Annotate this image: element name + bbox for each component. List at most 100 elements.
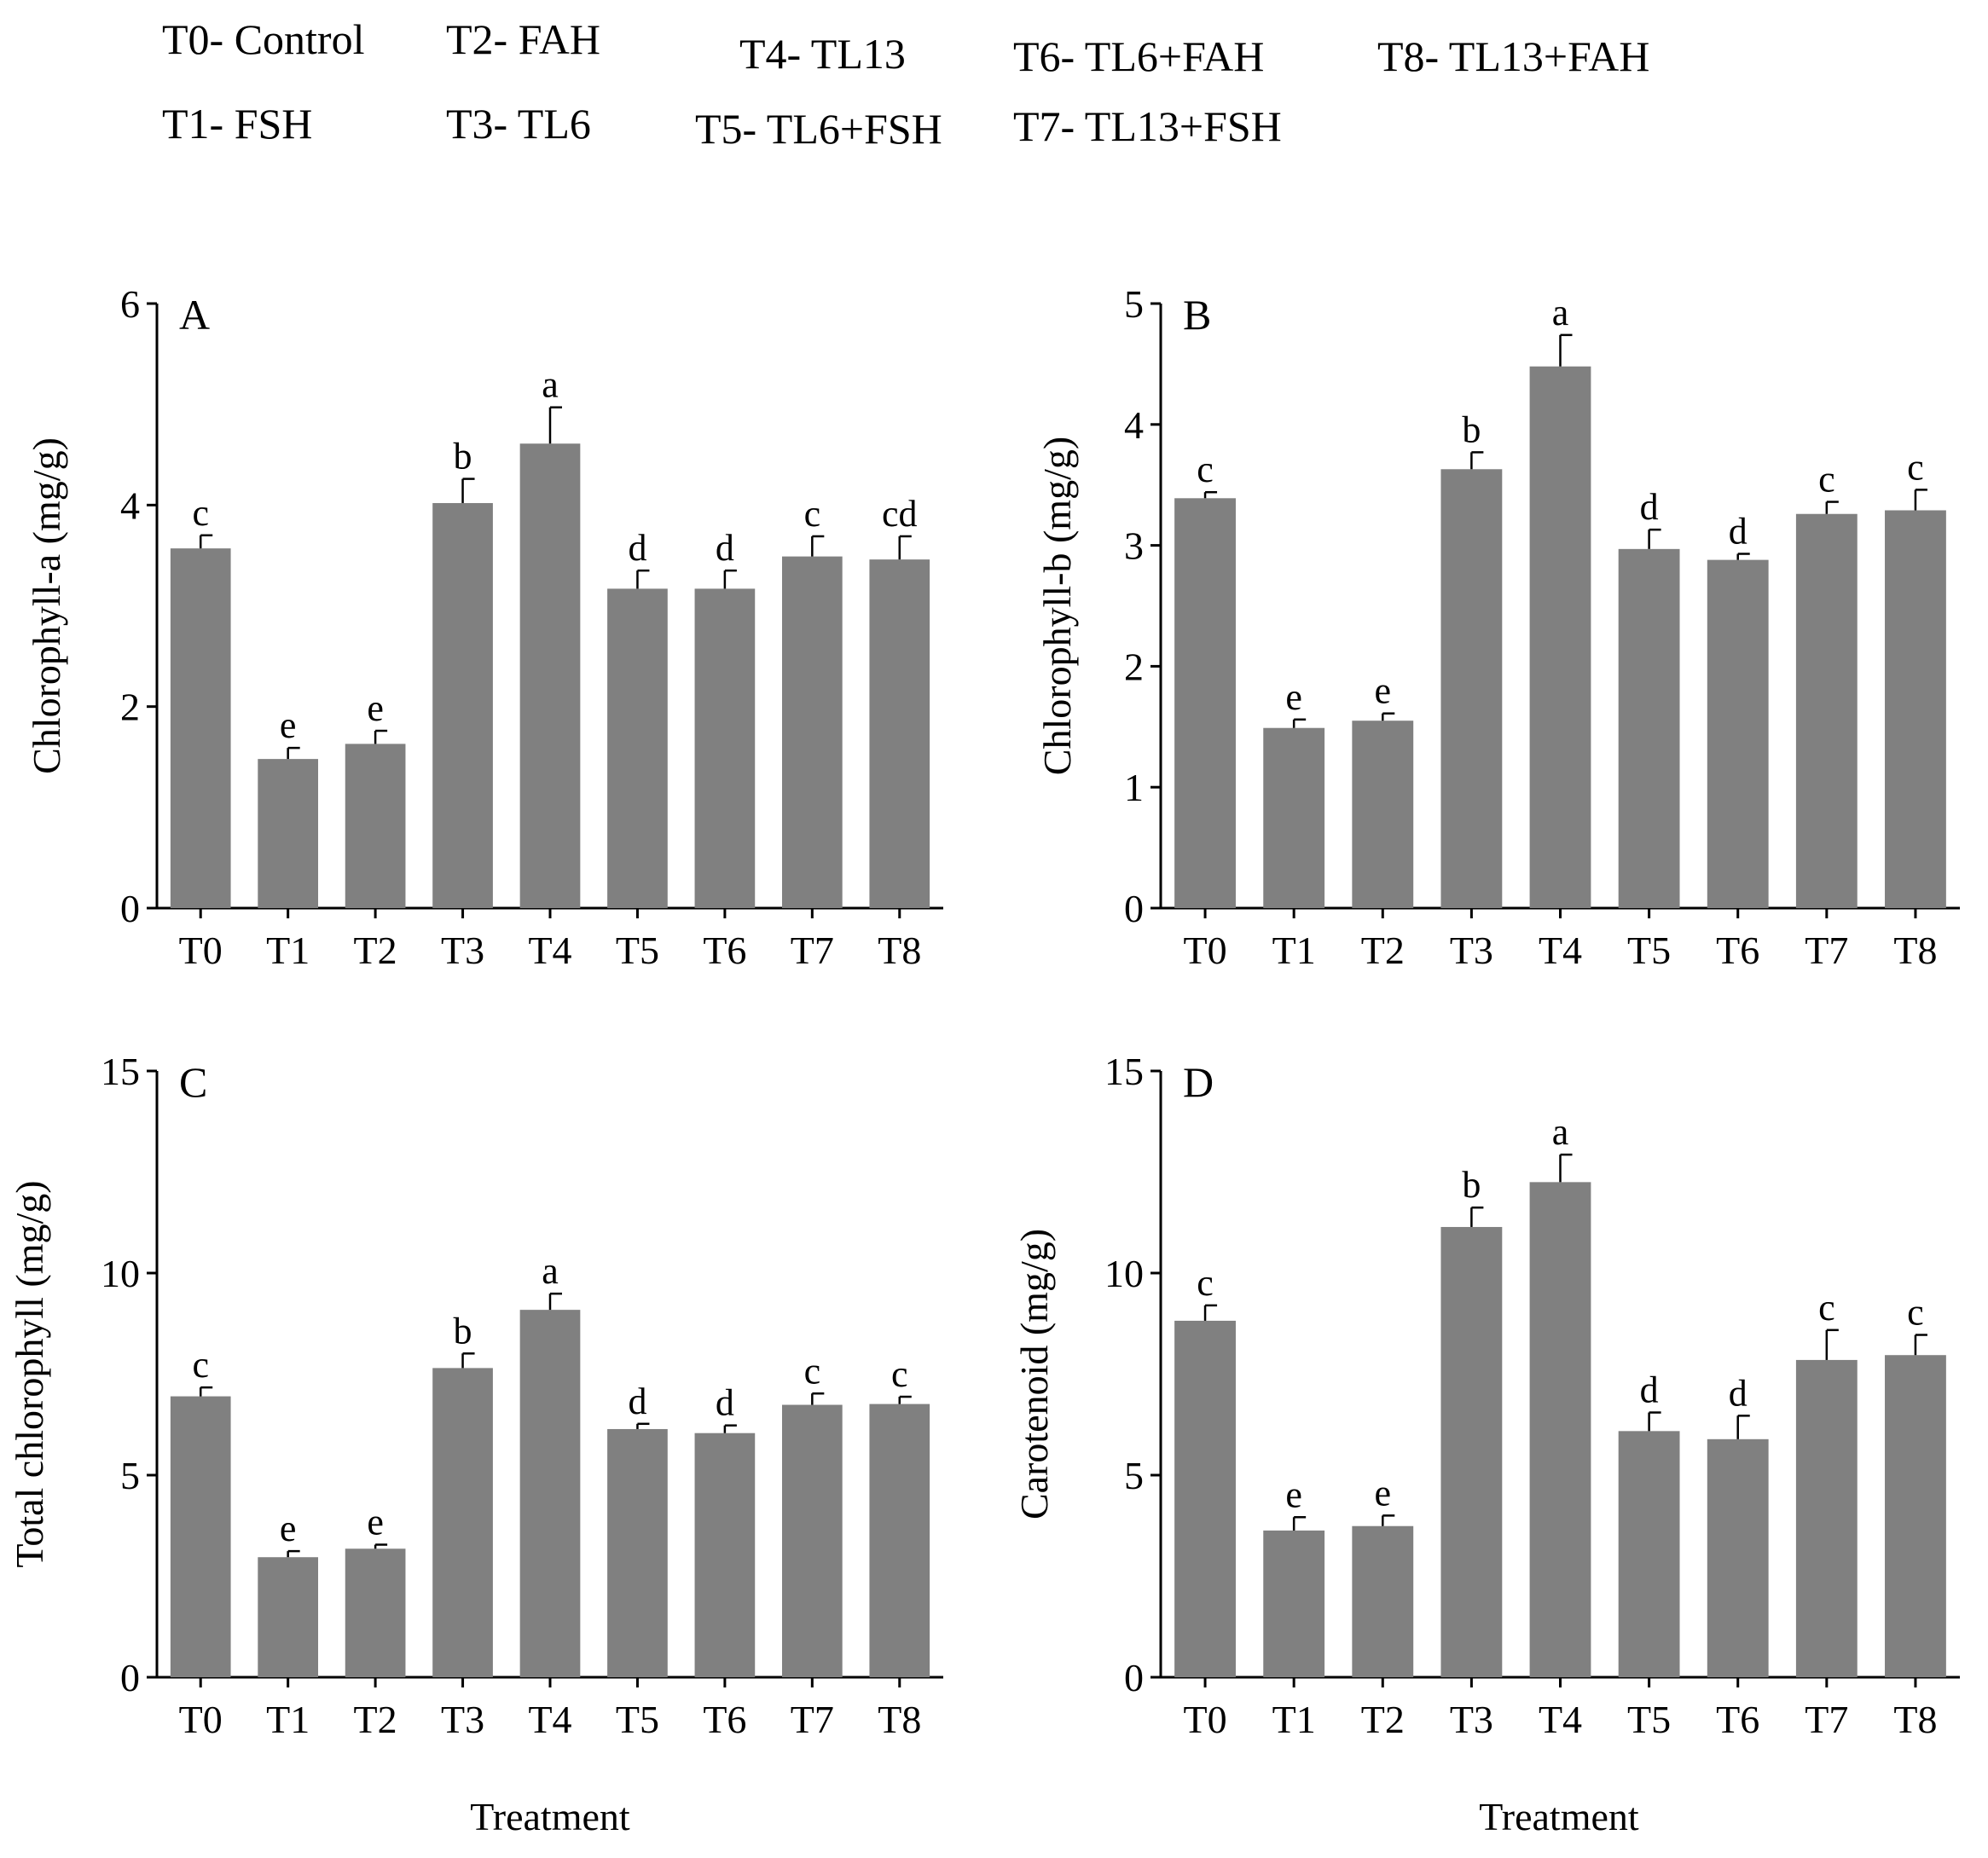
bar-t5 [607,1428,668,1677]
significance-letter: c [192,492,209,534]
treatment-legend: T0- Control T1- FSH T2- FAH T3- TL6 T4- … [162,15,1649,153]
legend-entry-t2: T2- FAH [446,15,600,63]
bar-t8 [869,1404,930,1677]
x-tick-label: T3 [441,929,484,972]
bar-t4 [519,443,581,908]
significance-letter: b [1462,408,1481,450]
bar-t5 [607,588,668,908]
x-tick-label: T0 [1184,1698,1227,1741]
bar-t4 [1529,1182,1591,1677]
bar-t3 [1440,469,1503,908]
bar-t0 [1174,1320,1236,1677]
x-tick-label: T5 [1627,929,1671,972]
significance-letter: d [628,527,646,569]
y-tick-label: 0 [120,887,140,930]
bar-t8 [1885,1355,1946,1677]
panel-b-chlorophyll-b: 0 1 2 3 4 5 B Chlorophyll-b (mg/g) c T0 e T1 e T2 b T3 a… [1035,282,1960,972]
significance-letter: c [192,1344,209,1386]
y-tick-label: 15 [101,1050,140,1093]
significance-letter: c [1907,1292,1924,1334]
x-tick-label: T0 [1184,929,1227,972]
bar-t1 [1263,1530,1325,1677]
significance-letter: e [1375,670,1392,712]
significance-letter: b [454,436,472,478]
bar-t1 [258,759,319,908]
significance-letter: c [891,1353,908,1395]
significance-letter: e [1375,1472,1392,1514]
significance-letter: d [716,1382,734,1424]
x-tick-label: T6 [703,1698,746,1741]
bar-t3 [432,1368,493,1677]
x-tick-label: T2 [354,1698,397,1741]
legend-entry-t6: T6- TL6+FAH [1013,32,1264,80]
bar-t0 [170,1396,231,1677]
significance-letter: c [1818,1287,1835,1328]
bar-t8 [869,559,930,908]
x-tick-label: T6 [1716,929,1759,972]
significance-letter: d [716,527,734,569]
significance-letter: c [804,493,821,535]
significance-letter: c [1197,1262,1214,1304]
bar-t6 [1707,1438,1769,1677]
x-tick-label: T3 [441,1698,484,1741]
significance-letter: e [367,1502,384,1543]
y-tick-label: 3 [1124,524,1144,568]
x-tick-label: T8 [1893,929,1937,972]
panel-a-chlorophyll-a: 0 2 4 6 A Chlorophyll-a (mg/g) c T0 e T1 e T2 b T3 a T4… [25,282,943,972]
panel-letter: A [179,291,210,339]
bar-t1 [1263,727,1325,908]
x-tick-label: T8 [878,929,921,972]
x-tick-label: T4 [1539,929,1582,972]
bar-t3 [432,502,493,908]
x-tick-label: T1 [266,1698,310,1741]
y-tick-label: 5 [1124,282,1144,326]
panel-c-total-chlorophyll: 0 5 10 15 C Total chlorophyll (mg/g) c T0 e T1 e T2… [8,1050,943,1838]
y-tick-label: 1 [1124,766,1144,809]
y-axis-title: Chlorophyll-a (mg/g) [25,437,68,774]
y-tick-label: 4 [1124,403,1144,447]
bar-t7 [781,1404,843,1677]
significance-letter: e [1285,1473,1302,1515]
y-axis-title: Chlorophyll-b (mg/g) [1035,437,1079,775]
significance-letter: e [280,1508,297,1549]
x-tick-label: T6 [703,929,746,972]
y-tick-label: 15 [1104,1050,1144,1093]
bar-t4 [1529,366,1591,909]
bar-t4 [519,1310,581,1677]
y-tick-label: 10 [101,1252,140,1295]
y-tick-label: 0 [1124,1656,1144,1699]
legend-entry-t8: T8- TL13+FAH [1377,32,1649,80]
x-tick-label: T5 [616,1698,659,1741]
x-axis-title: Treatment [1479,1795,1639,1838]
x-tick-label: T2 [1361,929,1405,972]
significance-letter: a [1552,292,1569,333]
bar-t2 [1352,1525,1414,1677]
bar-t2 [1352,721,1414,908]
bar-t0 [1174,498,1236,908]
bar-t5 [1618,1431,1680,1677]
significance-letter: e [1285,676,1302,718]
x-tick-label: T3 [1450,1698,1493,1741]
bar-t2 [345,1548,406,1677]
significance-letter: cd [882,493,918,535]
x-tick-label: T6 [1716,1698,1759,1741]
x-tick-label: T4 [528,929,571,972]
x-tick-label: T2 [354,929,397,972]
y-tick-label: 0 [120,1656,140,1699]
y-tick-label: 0 [1124,887,1144,930]
significance-letter: b [1462,1164,1481,1206]
y-axis-title: Total chlorophyll (mg/g) [8,1180,51,1567]
legend-entry-t5: T5- TL6+FSH [695,105,942,153]
x-tick-label: T0 [179,1698,223,1741]
bar-t7 [1795,513,1858,908]
significance-letter: a [542,1250,559,1292]
bar-t5 [1618,548,1680,908]
x-tick-label: T1 [1272,1698,1316,1741]
x-tick-label: T0 [179,929,223,972]
significance-letter: e [280,704,297,746]
x-tick-label: T7 [791,1698,834,1741]
legend-entry-t7: T7- TL13+FSH [1013,102,1282,150]
legend-entry-t4: T4- TL13 [739,30,906,78]
significance-letter: c [1818,459,1835,501]
